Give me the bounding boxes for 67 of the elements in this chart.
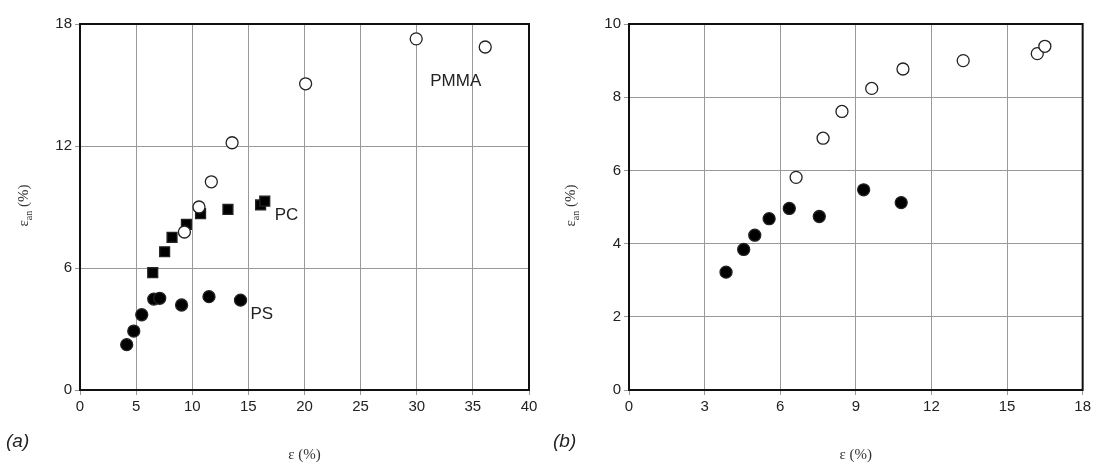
x-axis-title: ε (%) bbox=[839, 445, 873, 463]
point bbox=[748, 228, 762, 242]
x-tick-label: 30 bbox=[408, 397, 426, 415]
series-label: PS bbox=[250, 303, 274, 323]
x-tick-label: 18 bbox=[1074, 397, 1091, 415]
y-tick-label: 2 bbox=[612, 306, 621, 324]
point bbox=[159, 246, 171, 258]
point bbox=[222, 203, 234, 216]
point bbox=[153, 291, 167, 305]
x-tick-label: 35 bbox=[464, 397, 482, 415]
y-tick-label: 8 bbox=[612, 87, 621, 105]
text: (b) bbox=[553, 430, 577, 452]
point bbox=[782, 201, 796, 216]
point bbox=[120, 338, 134, 352]
point bbox=[856, 183, 871, 197]
point bbox=[894, 195, 908, 210]
x-tick-label: 0 bbox=[624, 397, 634, 415]
point bbox=[174, 298, 189, 312]
point bbox=[737, 242, 751, 257]
y-tick-label: 12 bbox=[55, 136, 72, 154]
y-tick-label: 4 bbox=[612, 233, 621, 251]
point bbox=[812, 209, 826, 224]
point bbox=[127, 324, 141, 338]
point bbox=[835, 104, 849, 119]
point bbox=[409, 32, 423, 46]
point bbox=[789, 170, 803, 184]
point bbox=[719, 265, 733, 279]
point bbox=[865, 81, 879, 96]
point bbox=[192, 200, 206, 214]
point bbox=[166, 231, 178, 243]
point bbox=[298, 77, 313, 91]
point bbox=[202, 290, 216, 304]
y-tick-label: 0 bbox=[612, 380, 621, 398]
point bbox=[233, 293, 248, 307]
series-label: PC bbox=[274, 204, 299, 224]
x-tick-label: 40 bbox=[520, 397, 538, 415]
point bbox=[259, 195, 271, 207]
x-axis-title: ε (%) bbox=[288, 445, 321, 463]
point bbox=[1038, 39, 1052, 53]
point bbox=[956, 53, 970, 68]
text: (a) bbox=[6, 430, 30, 452]
x-tick-label: 0 bbox=[75, 397, 85, 415]
x-tick-label: 25 bbox=[352, 397, 369, 415]
y-tick-label: 0 bbox=[63, 380, 72, 398]
x-tick-label: 10 bbox=[183, 397, 201, 415]
series-label: PMMA bbox=[430, 70, 482, 90]
y-tick-label: 6 bbox=[612, 160, 621, 178]
x-tick-label: 5 bbox=[131, 397, 141, 415]
y-tick-label: 10 bbox=[604, 14, 621, 32]
point bbox=[177, 225, 192, 239]
point bbox=[896, 62, 910, 76]
point bbox=[816, 131, 830, 145]
point bbox=[204, 175, 218, 189]
y-tick-label: 18 bbox=[55, 14, 72, 32]
point bbox=[135, 308, 149, 322]
point bbox=[762, 212, 776, 226]
x-tick-label: 12 bbox=[923, 397, 940, 415]
x-tick-label: 3 bbox=[700, 397, 709, 415]
x-tick-label: 15 bbox=[998, 397, 1016, 415]
x-tick-label: 6 bbox=[776, 397, 785, 415]
point bbox=[147, 267, 159, 279]
x-tick-label: 20 bbox=[296, 397, 313, 415]
x-tick-label: 9 bbox=[851, 397, 860, 415]
point bbox=[478, 40, 492, 54]
y-tick-label: 6 bbox=[63, 258, 72, 276]
point bbox=[225, 136, 239, 150]
x-tick-label: 15 bbox=[240, 397, 257, 415]
